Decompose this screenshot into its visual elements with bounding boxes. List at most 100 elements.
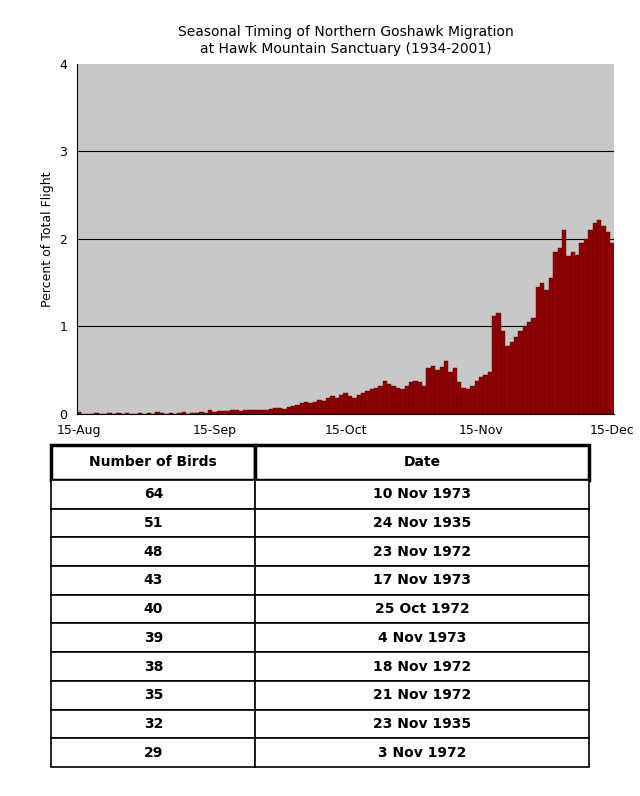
Bar bbox=[177, 413, 182, 414]
Bar bbox=[243, 411, 247, 414]
Bar bbox=[182, 412, 186, 414]
Bar bbox=[260, 409, 265, 414]
Bar bbox=[116, 413, 120, 414]
Bar bbox=[94, 413, 99, 414]
Bar bbox=[77, 412, 81, 414]
Bar bbox=[500, 331, 505, 414]
Bar bbox=[265, 409, 269, 414]
Bar bbox=[383, 380, 387, 414]
Bar bbox=[466, 389, 470, 414]
Bar bbox=[147, 413, 151, 414]
Bar bbox=[536, 287, 540, 414]
Bar bbox=[605, 232, 610, 414]
Bar bbox=[138, 413, 142, 414]
Bar bbox=[221, 412, 225, 414]
Bar bbox=[392, 386, 396, 414]
Bar bbox=[348, 396, 352, 414]
Bar bbox=[239, 412, 243, 414]
Bar bbox=[273, 408, 278, 414]
Bar bbox=[156, 412, 160, 414]
Bar bbox=[191, 413, 195, 414]
Bar bbox=[300, 404, 304, 414]
Bar bbox=[562, 230, 566, 414]
Bar bbox=[448, 372, 452, 414]
Bar bbox=[597, 220, 602, 414]
Bar bbox=[579, 244, 584, 414]
Bar bbox=[575, 255, 579, 414]
Bar bbox=[488, 372, 492, 414]
Bar bbox=[335, 398, 339, 414]
Bar bbox=[523, 326, 527, 414]
Bar bbox=[234, 409, 239, 414]
Bar bbox=[422, 386, 426, 414]
Bar bbox=[225, 412, 230, 414]
Bar bbox=[370, 389, 374, 414]
Bar bbox=[557, 248, 562, 414]
Bar bbox=[313, 402, 317, 414]
Bar bbox=[208, 411, 212, 414]
Bar bbox=[287, 407, 291, 414]
Bar bbox=[330, 396, 335, 414]
Bar bbox=[278, 408, 282, 414]
Bar bbox=[566, 256, 571, 414]
Bar bbox=[321, 401, 326, 414]
Bar bbox=[479, 377, 483, 414]
Bar bbox=[610, 244, 614, 414]
Bar bbox=[593, 223, 597, 414]
Bar bbox=[457, 382, 461, 414]
Bar bbox=[588, 230, 593, 414]
Bar bbox=[304, 402, 308, 414]
Bar bbox=[602, 226, 605, 414]
Bar bbox=[418, 382, 422, 414]
Bar bbox=[356, 395, 361, 414]
Bar bbox=[518, 331, 523, 414]
Bar bbox=[252, 411, 256, 414]
Bar bbox=[195, 413, 199, 414]
Bar bbox=[212, 412, 217, 414]
Bar bbox=[396, 388, 400, 414]
Bar bbox=[584, 239, 588, 414]
Bar bbox=[409, 382, 413, 414]
Title: Seasonal Timing of Northern Goshawk Migration
at Hawk Mountain Sanctuary (1934-2: Seasonal Timing of Northern Goshawk Migr… bbox=[178, 25, 513, 56]
Bar bbox=[435, 370, 440, 414]
Bar bbox=[440, 367, 444, 414]
Bar bbox=[540, 283, 545, 414]
Bar bbox=[549, 279, 553, 414]
Bar bbox=[492, 316, 497, 414]
Bar bbox=[269, 408, 273, 414]
Bar bbox=[400, 389, 404, 414]
Bar bbox=[461, 388, 466, 414]
Bar bbox=[387, 384, 392, 414]
Y-axis label: Percent of Total Flight: Percent of Total Flight bbox=[40, 171, 54, 306]
Bar bbox=[483, 375, 488, 414]
Bar bbox=[282, 408, 287, 414]
Bar bbox=[361, 393, 365, 414]
Bar bbox=[108, 413, 112, 414]
Bar bbox=[295, 405, 300, 414]
Bar bbox=[470, 386, 474, 414]
Bar bbox=[505, 345, 509, 414]
Bar bbox=[230, 411, 234, 414]
Bar bbox=[247, 409, 252, 414]
Bar bbox=[404, 386, 409, 414]
Bar bbox=[413, 380, 418, 414]
Bar bbox=[426, 369, 431, 414]
Bar bbox=[199, 412, 204, 414]
Bar bbox=[308, 404, 313, 414]
Bar bbox=[168, 413, 173, 414]
Bar bbox=[365, 391, 370, 414]
Bar bbox=[553, 252, 557, 414]
Bar bbox=[326, 398, 330, 414]
Bar bbox=[125, 413, 129, 414]
Bar bbox=[545, 290, 549, 414]
Bar bbox=[204, 413, 208, 414]
Bar bbox=[509, 342, 514, 414]
Bar bbox=[444, 361, 448, 414]
Bar bbox=[514, 337, 518, 414]
Bar bbox=[497, 314, 500, 414]
Bar bbox=[339, 395, 344, 414]
Bar bbox=[452, 369, 457, 414]
Bar bbox=[571, 252, 575, 414]
Bar bbox=[217, 412, 221, 414]
Bar bbox=[344, 393, 348, 414]
